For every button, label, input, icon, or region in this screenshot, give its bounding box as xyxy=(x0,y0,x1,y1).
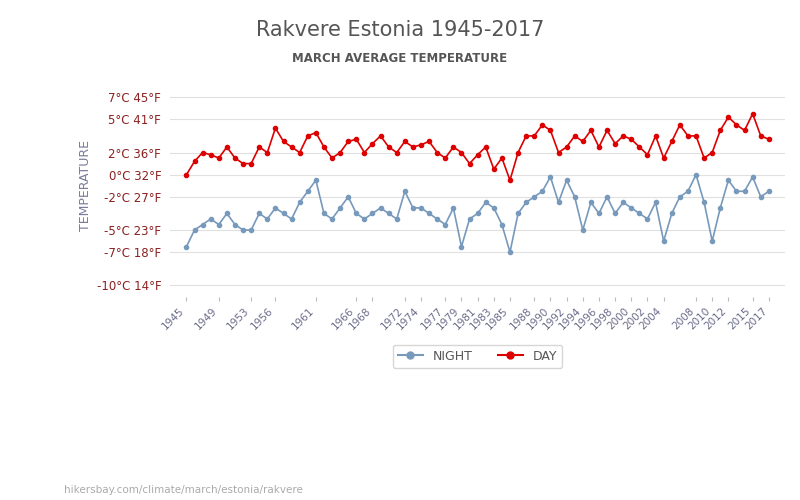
DAY xyxy=(473,152,482,158)
DAY xyxy=(764,136,774,142)
Y-axis label: TEMPERATURE: TEMPERATURE xyxy=(79,140,92,231)
DAY xyxy=(311,130,321,136)
DAY xyxy=(748,111,758,117)
Line: NIGHT: NIGHT xyxy=(184,172,771,254)
Text: MARCH AVERAGE TEMPERATURE: MARCH AVERAGE TEMPERATURE xyxy=(293,52,507,66)
DAY xyxy=(376,133,386,139)
NIGHT xyxy=(691,172,701,177)
NIGHT xyxy=(675,194,685,200)
NIGHT xyxy=(376,205,386,211)
DAY xyxy=(505,177,514,183)
NIGHT xyxy=(764,188,774,194)
Text: hikersbay.com/climate/march/estonia/rakvere: hikersbay.com/climate/march/estonia/rakv… xyxy=(64,485,303,495)
Text: Rakvere Estonia 1945-2017: Rakvere Estonia 1945-2017 xyxy=(256,20,544,40)
NIGHT xyxy=(182,244,191,250)
Legend: NIGHT, DAY: NIGHT, DAY xyxy=(393,345,562,368)
Line: DAY: DAY xyxy=(184,112,771,182)
DAY xyxy=(691,133,701,139)
DAY xyxy=(675,122,685,128)
NIGHT xyxy=(699,200,709,205)
NIGHT xyxy=(311,177,321,183)
NIGHT xyxy=(473,210,482,216)
DAY xyxy=(182,172,191,177)
DAY xyxy=(715,128,725,134)
NIGHT xyxy=(505,249,514,255)
NIGHT xyxy=(723,177,733,183)
